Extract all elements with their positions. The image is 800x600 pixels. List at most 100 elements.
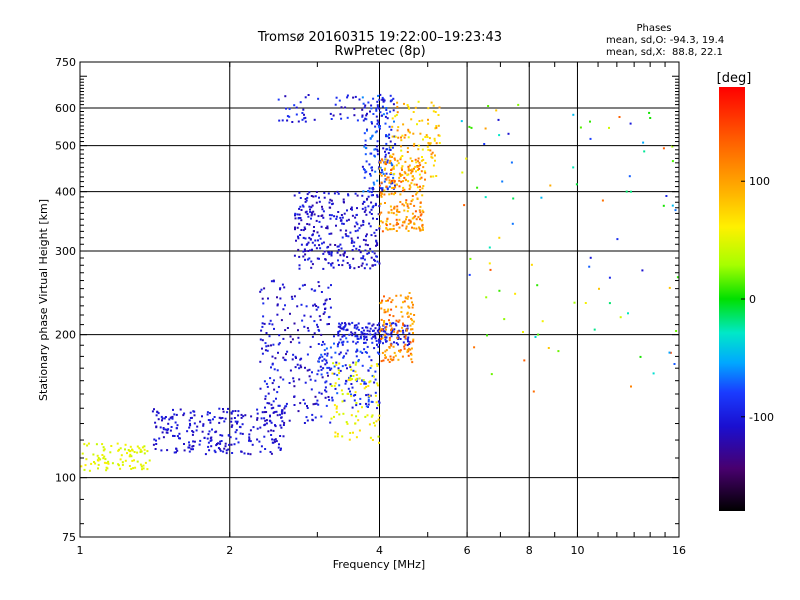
- data-point: [412, 144, 415, 147]
- data-point: [364, 147, 367, 149]
- data-point: [427, 122, 430, 125]
- data-point: [404, 160, 407, 163]
- data-point: [386, 310, 389, 313]
- data-point: [148, 459, 151, 462]
- data-point: [371, 329, 374, 332]
- data-point: [218, 407, 221, 410]
- data-point: [390, 179, 393, 182]
- data-point: [336, 392, 339, 395]
- data-point: [83, 468, 86, 471]
- data-point: [307, 250, 310, 252]
- data-point: [244, 414, 247, 417]
- data-point: [264, 419, 267, 422]
- data-point: [285, 353, 287, 356]
- data-point: [392, 315, 395, 318]
- data-point: [337, 331, 340, 333]
- data-point: [230, 417, 233, 420]
- data-point: [549, 184, 552, 187]
- data-point: [370, 107, 373, 110]
- data-point: [373, 231, 376, 234]
- data-point: [293, 395, 296, 398]
- data-point: [280, 426, 283, 429]
- data-point: [307, 241, 310, 244]
- data-point: [673, 363, 676, 365]
- data-point: [411, 179, 414, 182]
- data-point: [341, 327, 344, 330]
- data-point: [649, 117, 652, 119]
- data-point: [377, 331, 380, 334]
- data-point: [431, 156, 434, 159]
- data-point: [385, 224, 388, 227]
- data-point: [421, 148, 424, 151]
- data-point: [407, 105, 410, 108]
- data-point: [557, 350, 560, 353]
- data-point: [207, 433, 210, 436]
- data-point: [139, 448, 142, 451]
- data-point: [318, 285, 321, 288]
- data-point: [381, 299, 384, 302]
- data-point: [329, 112, 332, 115]
- data-point: [369, 394, 372, 397]
- data-point: [155, 414, 158, 417]
- data-point: [422, 211, 425, 214]
- data-point: [330, 284, 332, 287]
- data-point: [412, 132, 415, 135]
- data-point: [376, 365, 379, 367]
- data-point: [348, 364, 351, 367]
- data-point: [233, 417, 236, 419]
- data-point: [279, 287, 282, 290]
- data-point: [296, 305, 299, 308]
- data-point: [319, 365, 322, 368]
- data-point: [291, 358, 294, 361]
- data-point: [293, 254, 296, 257]
- data-point: [222, 450, 225, 453]
- data-point: [416, 198, 419, 200]
- data-point: [415, 170, 417, 173]
- data-point: [356, 341, 359, 344]
- data-point: [390, 344, 393, 347]
- data-point: [408, 188, 411, 191]
- data-point: [399, 173, 402, 176]
- data-point: [498, 236, 501, 239]
- data-point: [379, 340, 382, 343]
- data-point: [405, 201, 407, 204]
- data-point: [295, 239, 297, 242]
- data-point: [362, 190, 365, 193]
- data-point: [671, 160, 674, 163]
- data-point: [344, 364, 347, 367]
- data-point: [214, 451, 217, 454]
- data-point: [390, 228, 393, 231]
- data-point: [379, 111, 382, 114]
- data-point: [383, 168, 386, 171]
- stats-heading: Phases: [636, 23, 671, 34]
- data-point: [219, 442, 222, 445]
- data-point: [376, 150, 379, 153]
- data-point: [175, 427, 178, 430]
- data-point: [300, 209, 303, 211]
- data-point: [393, 180, 396, 183]
- data-point: [348, 333, 351, 336]
- data-point: [374, 332, 377, 335]
- data-point: [406, 312, 409, 315]
- data-point: [353, 267, 356, 270]
- data-point: [330, 118, 333, 120]
- data-point: [289, 369, 292, 372]
- data-point: [669, 351, 672, 354]
- data-point: [139, 451, 142, 453]
- data-point: [341, 400, 344, 403]
- data-point: [627, 312, 629, 315]
- data-point: [279, 288, 281, 291]
- data-point: [338, 330, 341, 333]
- data-point: [540, 196, 543, 199]
- data-point: [354, 422, 357, 425]
- data-point: [325, 298, 328, 301]
- data-point: [403, 347, 406, 350]
- data-point: [438, 106, 441, 109]
- data-point: [316, 399, 319, 402]
- data-point: [408, 164, 411, 167]
- data-point: [131, 459, 134, 462]
- data-point: [407, 180, 410, 183]
- data-point: [382, 100, 385, 103]
- data-point: [367, 400, 370, 403]
- data-point: [207, 445, 210, 448]
